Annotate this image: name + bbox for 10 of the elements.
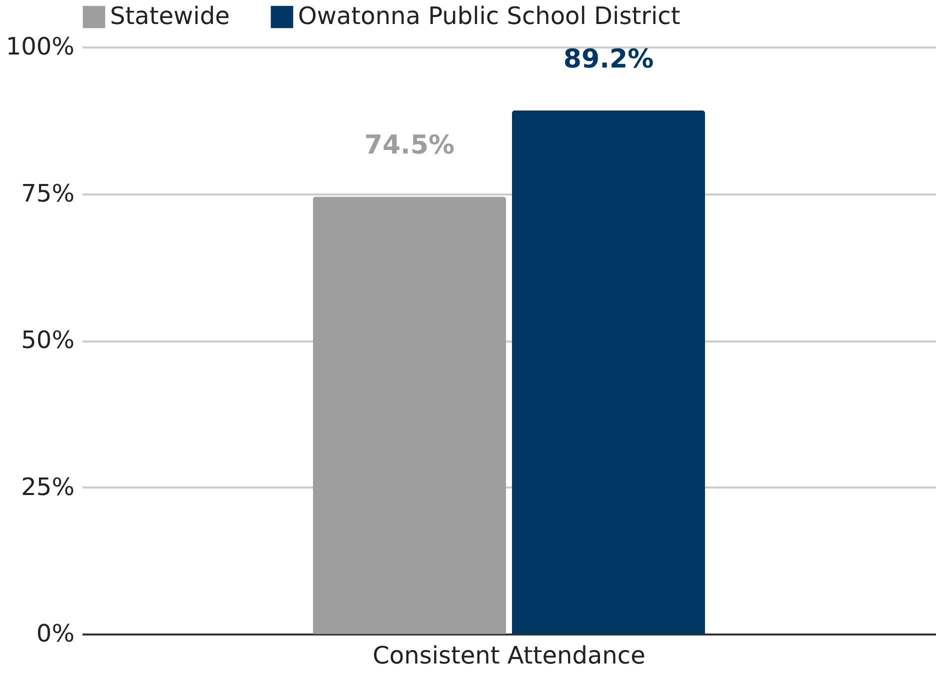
y-tick-label: 25% [21, 472, 74, 501]
y-tick-label: 75% [21, 179, 74, 208]
legend-label: Owatonna Public School District [298, 2, 680, 30]
x-tick-label: Consistent Attendance [372, 642, 646, 670]
data-label: 89.2% [563, 44, 654, 74]
legend-label: Statewide [110, 2, 230, 30]
data-label: 74.5% [364, 130, 455, 161]
y-tick-label: 100% [6, 32, 74, 60]
y-tick-label: 0% [36, 620, 74, 648]
y-tick-label: 50% [21, 326, 74, 354]
